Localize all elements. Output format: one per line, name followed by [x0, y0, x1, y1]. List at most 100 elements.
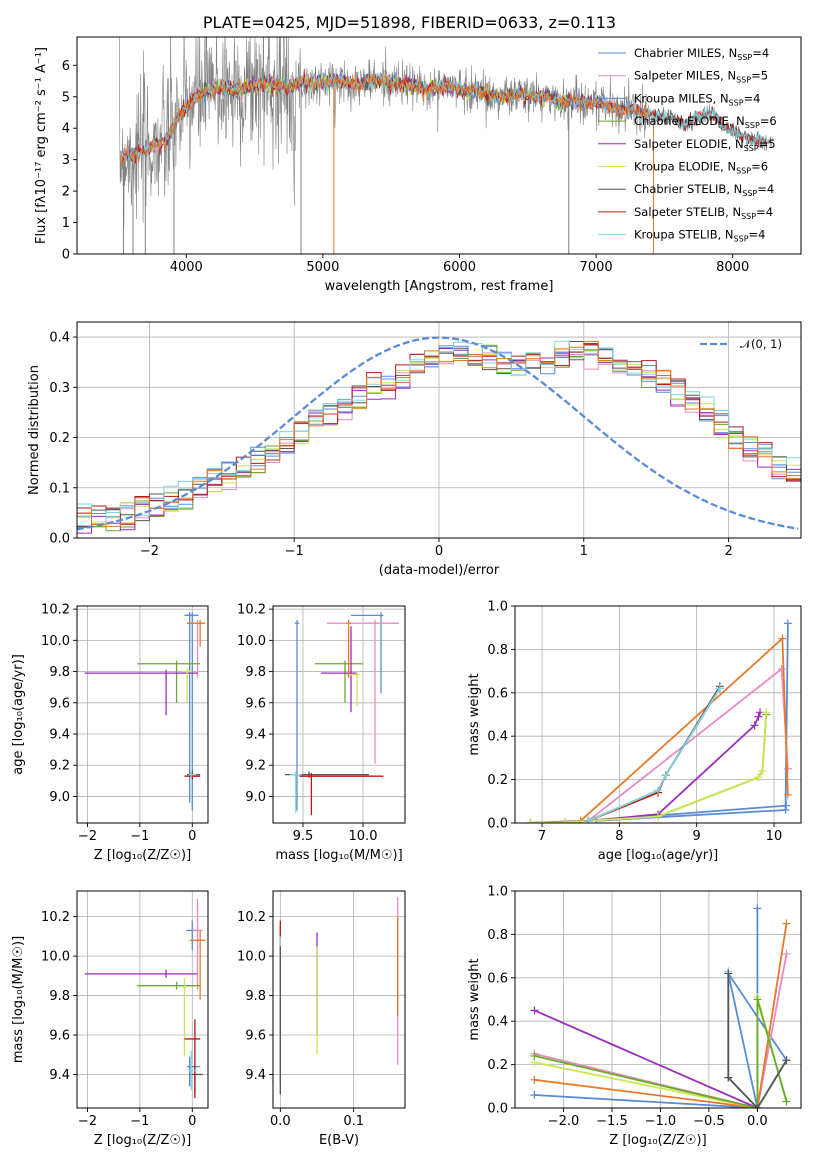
x-tick-label: 9.5: [293, 829, 314, 844]
y-tick-label: 4: [62, 122, 70, 137]
weight-marker: [724, 969, 733, 978]
y-tick-label: 0.3: [49, 381, 70, 396]
x-tick-label: 0.0: [747, 1114, 768, 1129]
x-tick-label: −1: [130, 829, 149, 844]
weight-line: [587, 667, 789, 822]
y-tick-label: 10.0: [237, 950, 266, 965]
x-axis-label: mass [log₁₀(M/M☉)]: [275, 848, 402, 863]
weight-line: [534, 999, 788, 1108]
axes-frame: [514, 605, 802, 824]
panel-weight-vs-Z: −2.0 −1.5 −1.0 −0.5 0.0 0.0 0.2 0.4 0.6 0.8 1.0 Z […: [467, 885, 802, 1148]
x-tick-label: −0.5: [693, 1114, 725, 1129]
y-tick-label: 9.8: [245, 989, 266, 1004]
y-tick-label: 9.8: [49, 665, 70, 680]
weight-line: [530, 712, 761, 823]
panel-spectrum: 4000 5000 6000 7000 8000 0 1 2 3 4 5 6 wavelength [A…: [34, 36, 802, 294]
x-tick-label: −2: [78, 1114, 97, 1129]
weight-marker: [530, 1075, 539, 1084]
x-tick-label: −2: [78, 829, 97, 844]
y-tick-label: 10.2: [237, 603, 266, 618]
x-tick-label: 0.0: [270, 1114, 291, 1129]
y-tick-label: 5: [62, 90, 70, 105]
x-tick-label: 2: [724, 544, 732, 559]
weight-marker: [584, 816, 593, 823]
y-axis-label: mass weight: [467, 673, 482, 755]
weight-marker: [782, 949, 791, 958]
y-tick-label: 0.4: [49, 331, 70, 346]
plot-area: [279, 896, 399, 1095]
weight-marker: [754, 712, 763, 721]
normal-curve: [77, 336, 799, 531]
weight-marker: [561, 818, 570, 823]
legend-label: Chabrier ELODIE, NSSP=6: [634, 114, 777, 130]
legend-label: Kroupa STELIB, NSSP=4: [634, 228, 765, 244]
y-tick-label: 0.1: [49, 481, 70, 496]
x-tick-label: −1: [285, 544, 304, 559]
panel-age-vs-Z: −2 −1 0 9.0 9.2 9.4 9.6 9.8 10.0 10.2 Z [log₁₀(Z/Z…: [11, 603, 209, 863]
weight-line: [534, 923, 788, 1108]
weight-line: [530, 712, 768, 823]
weight-marker: [724, 1073, 733, 1082]
legend-label: Salpeter ELODIE, NSSP=5: [634, 137, 776, 153]
y-tick-label: 0.2: [487, 1058, 508, 1073]
y-tick-label: 9.2: [245, 759, 266, 774]
y-tick-label: 9.0: [245, 790, 266, 805]
y-tick-label: 9.8: [245, 665, 266, 680]
panel-weight-vs-age: 7 8 9 10 0.0 0.2 0.4 0.6 0.8 1.0 age [log₁₀(age/yr…: [467, 600, 802, 863]
y-tick-label: 9.2: [49, 759, 70, 774]
axes-frame: [76, 605, 209, 824]
y-tick-label: 0.0: [487, 1102, 508, 1117]
y-tick-label: 1.0: [487, 600, 508, 615]
weight-marker: [758, 766, 767, 775]
x-tick-label: 8: [615, 829, 623, 844]
y-tick-label: 0.2: [49, 431, 70, 446]
histogram-line: [77, 341, 801, 527]
y-tick-label: 1.0: [487, 885, 508, 900]
axes-frame: [514, 890, 802, 1109]
y-tick-label: 9.6: [245, 1029, 266, 1044]
plot-area: [84, 612, 206, 811]
y-tick-label: 2: [62, 185, 70, 200]
weight-marker: [782, 1056, 791, 1065]
y-tick-label: 10.0: [41, 634, 70, 649]
x-tick-label: 7: [538, 829, 546, 844]
x-tick-label: 10: [766, 829, 783, 844]
weight-line: [534, 953, 788, 1108]
x-tick-label: 7000: [580, 260, 613, 275]
y-tick-label: 0.0: [487, 817, 508, 832]
y-axis-label: Normed distribution: [27, 365, 42, 495]
y-axis-label: age [log₁₀(age/yr)]: [11, 654, 26, 775]
weight-line: [534, 1009, 758, 1108]
plot-area: [119, 37, 773, 254]
weight-marker: [750, 721, 759, 730]
axes-frame: [76, 36, 802, 255]
weight-marker: [783, 790, 792, 799]
legend-label: 𝒩(0, 1): [740, 337, 782, 351]
y-tick-label: 9.6: [49, 696, 70, 711]
plot-area: [526, 619, 792, 823]
y-tick-label: 0.6: [487, 686, 508, 701]
x-tick-label: −1: [130, 1114, 149, 1129]
weight-marker: [754, 773, 763, 782]
weight-marker: [753, 904, 762, 913]
weight-line: [580, 636, 789, 822]
weight-marker: [762, 708, 771, 717]
y-tick-label: 3: [62, 153, 70, 168]
y-tick-label: 0.0: [49, 532, 70, 547]
y-tick-label: 10.2: [41, 603, 70, 618]
model-spectrum-line: [120, 73, 651, 166]
axes-frame: [76, 321, 802, 539]
x-tick-label: −1.5: [596, 1114, 628, 1129]
plot-area: [530, 904, 791, 1108]
weight-marker: [654, 812, 662, 821]
panel-residuals: −2 −1 0 1 2 0.0 0.1 0.2 0.3 0.4 (data-model)/error…: [27, 321, 802, 578]
x-tick-label: −1.0: [645, 1114, 677, 1129]
y-tick-label: 9.0: [49, 790, 70, 805]
legend-label: Kroupa ELODIE, NSSP=6: [634, 160, 768, 176]
y-tick-label: 9.6: [49, 1029, 70, 1044]
plot-title: PLATE=0425, MJD=51898, FIBERID=0633, z=0…: [203, 13, 616, 32]
plot-area: [77, 336, 801, 534]
axes-frame: [272, 890, 406, 1109]
legend-label: Chabrier STELIB, NSSP=4: [634, 182, 774, 198]
x-axis-label: E(B-V): [319, 1133, 359, 1148]
